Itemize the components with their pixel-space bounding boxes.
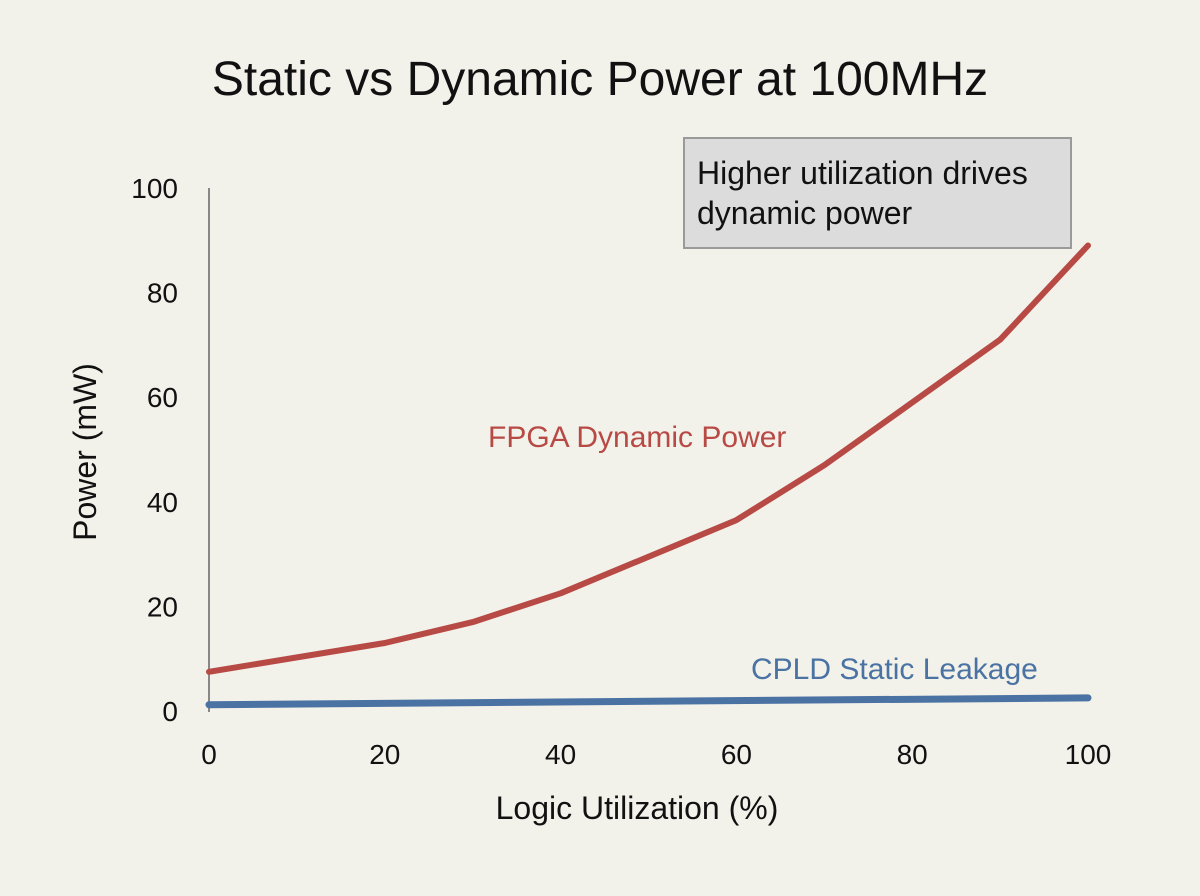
- series-line-fpga-dynamic: [206, 242, 1091, 675]
- x-tick-label: 40: [545, 739, 576, 770]
- y-tick-label: 40: [147, 487, 178, 518]
- x-tick-label: 80: [897, 739, 928, 770]
- chart-title: Static vs Dynamic Power at 100MHz: [212, 53, 988, 106]
- x-tick-label: 60: [721, 739, 752, 770]
- y-axis-ticks: 0 20 40 60 80 100: [131, 173, 178, 727]
- y-tick-label: 80: [147, 278, 178, 309]
- annotation-box: Higher utilization drives dynamic power: [683, 137, 1072, 249]
- x-axis-ticks: 0 20 40 60 80 100: [201, 739, 1111, 770]
- x-tick-label: 100: [1065, 739, 1112, 770]
- x-axis-label: Logic Utilization (%): [496, 790, 779, 826]
- series-layer: [205, 242, 1092, 709]
- y-tick-label: 100: [131, 173, 178, 204]
- x-tick-label: 20: [369, 739, 400, 770]
- y-axis-label: Power (mW): [67, 363, 103, 541]
- y-tick-label: 60: [147, 382, 178, 413]
- x-tick-label: 0: [201, 739, 217, 770]
- annotation-line-1: Higher utilization drives: [697, 155, 1028, 191]
- y-tick-label: 20: [147, 591, 178, 622]
- series-label-fpga: FPGA Dynamic Power: [488, 421, 786, 454]
- annotation-background: [683, 137, 1072, 249]
- annotation-line-2: dynamic power: [697, 195, 913, 231]
- series-line-cpld-static: [205, 694, 1092, 709]
- series-label-cpld: CPLD Static Leakage: [751, 653, 1038, 686]
- y-tick-label: 0: [162, 696, 178, 727]
